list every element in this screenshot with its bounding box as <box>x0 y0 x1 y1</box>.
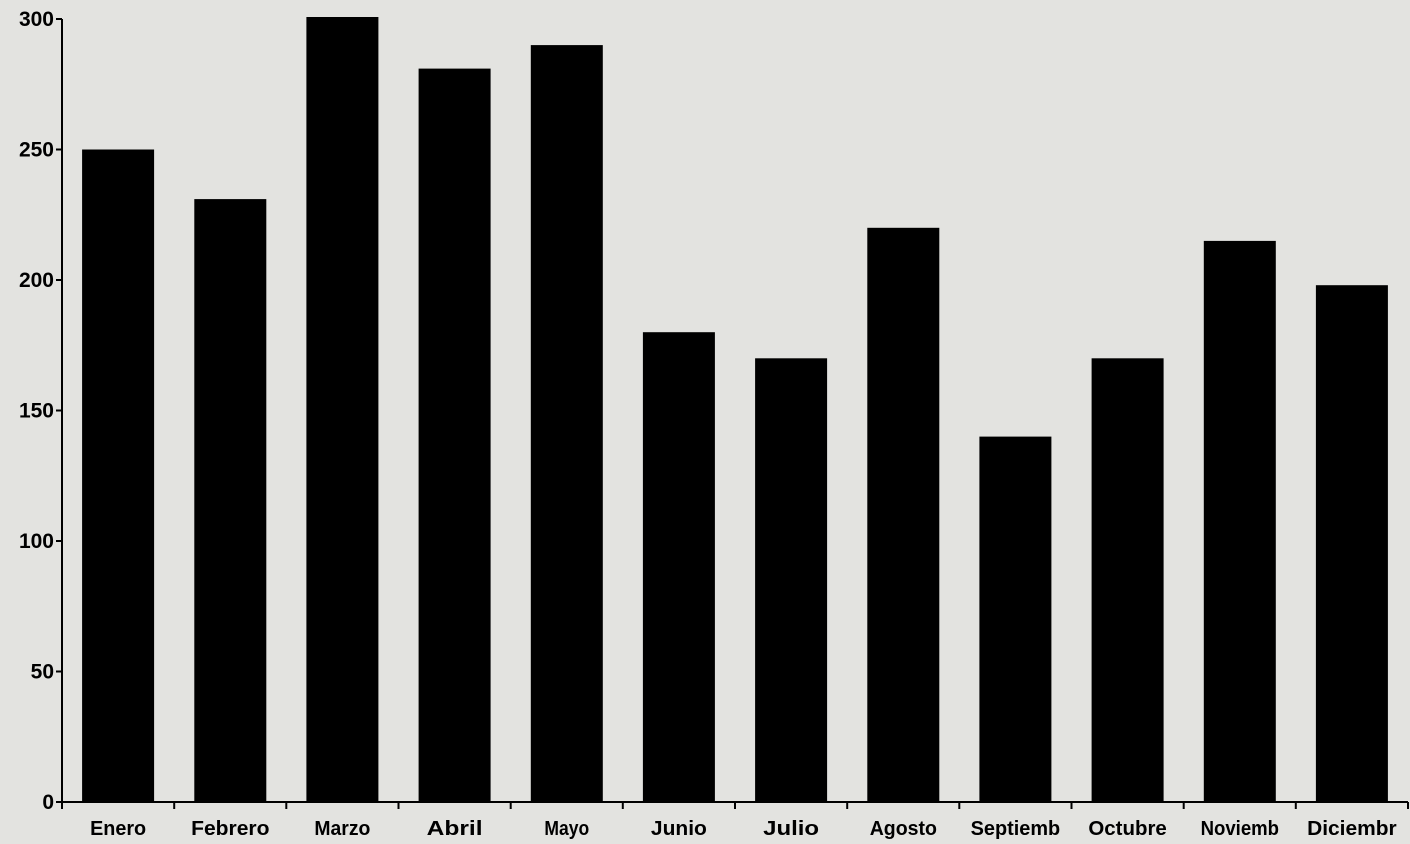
y-tick-label: 300 <box>19 8 54 31</box>
x-tick-label: Octubre <box>1088 818 1166 840</box>
bar-mayo <box>530 45 603 803</box>
labels-layer: Enero Febrero Marzo Abril Mayo Junio Julio Agos… <box>19 8 1397 840</box>
x-tick-label: Junio <box>651 818 707 840</box>
bar-marzo <box>306 17 379 802</box>
x-tick-label: Agosto <box>870 818 937 840</box>
bar-abril <box>418 68 491 803</box>
axes-layer <box>56 18 1409 809</box>
x-tick-label: Julio <box>763 818 819 840</box>
bar-septiemb <box>979 436 1052 802</box>
bar-noviemb <box>1203 240 1276 802</box>
bar-junio <box>642 332 715 802</box>
y-tick-label: 100 <box>19 530 54 553</box>
y-tick-label: 250 <box>19 139 54 162</box>
bar-diciembr <box>1315 285 1388 802</box>
x-tick-label: Mayo <box>544 818 589 840</box>
bar-febrero <box>194 199 267 803</box>
bar-enero <box>82 149 155 802</box>
x-tick-label: Diciembr <box>1307 818 1397 840</box>
bar-julio <box>755 358 828 802</box>
bar-agosto <box>867 227 940 803</box>
y-tick-label: 200 <box>19 269 54 292</box>
y-tick-label: 0 <box>42 791 54 814</box>
x-tick-label: Abril <box>427 818 483 840</box>
x-tick-label: Febrero <box>191 818 269 840</box>
x-tick-label: Marzo <box>314 818 370 840</box>
y-tick-label: 50 <box>31 661 54 684</box>
bars-layer <box>82 17 1388 803</box>
bar-octubre <box>1091 358 1164 802</box>
x-tick-label: Enero <box>90 818 146 840</box>
x-tick-label: Septiemb <box>971 818 1061 840</box>
x-tick-label: Noviemb <box>1201 818 1279 840</box>
y-tick-label: 150 <box>19 400 54 423</box>
